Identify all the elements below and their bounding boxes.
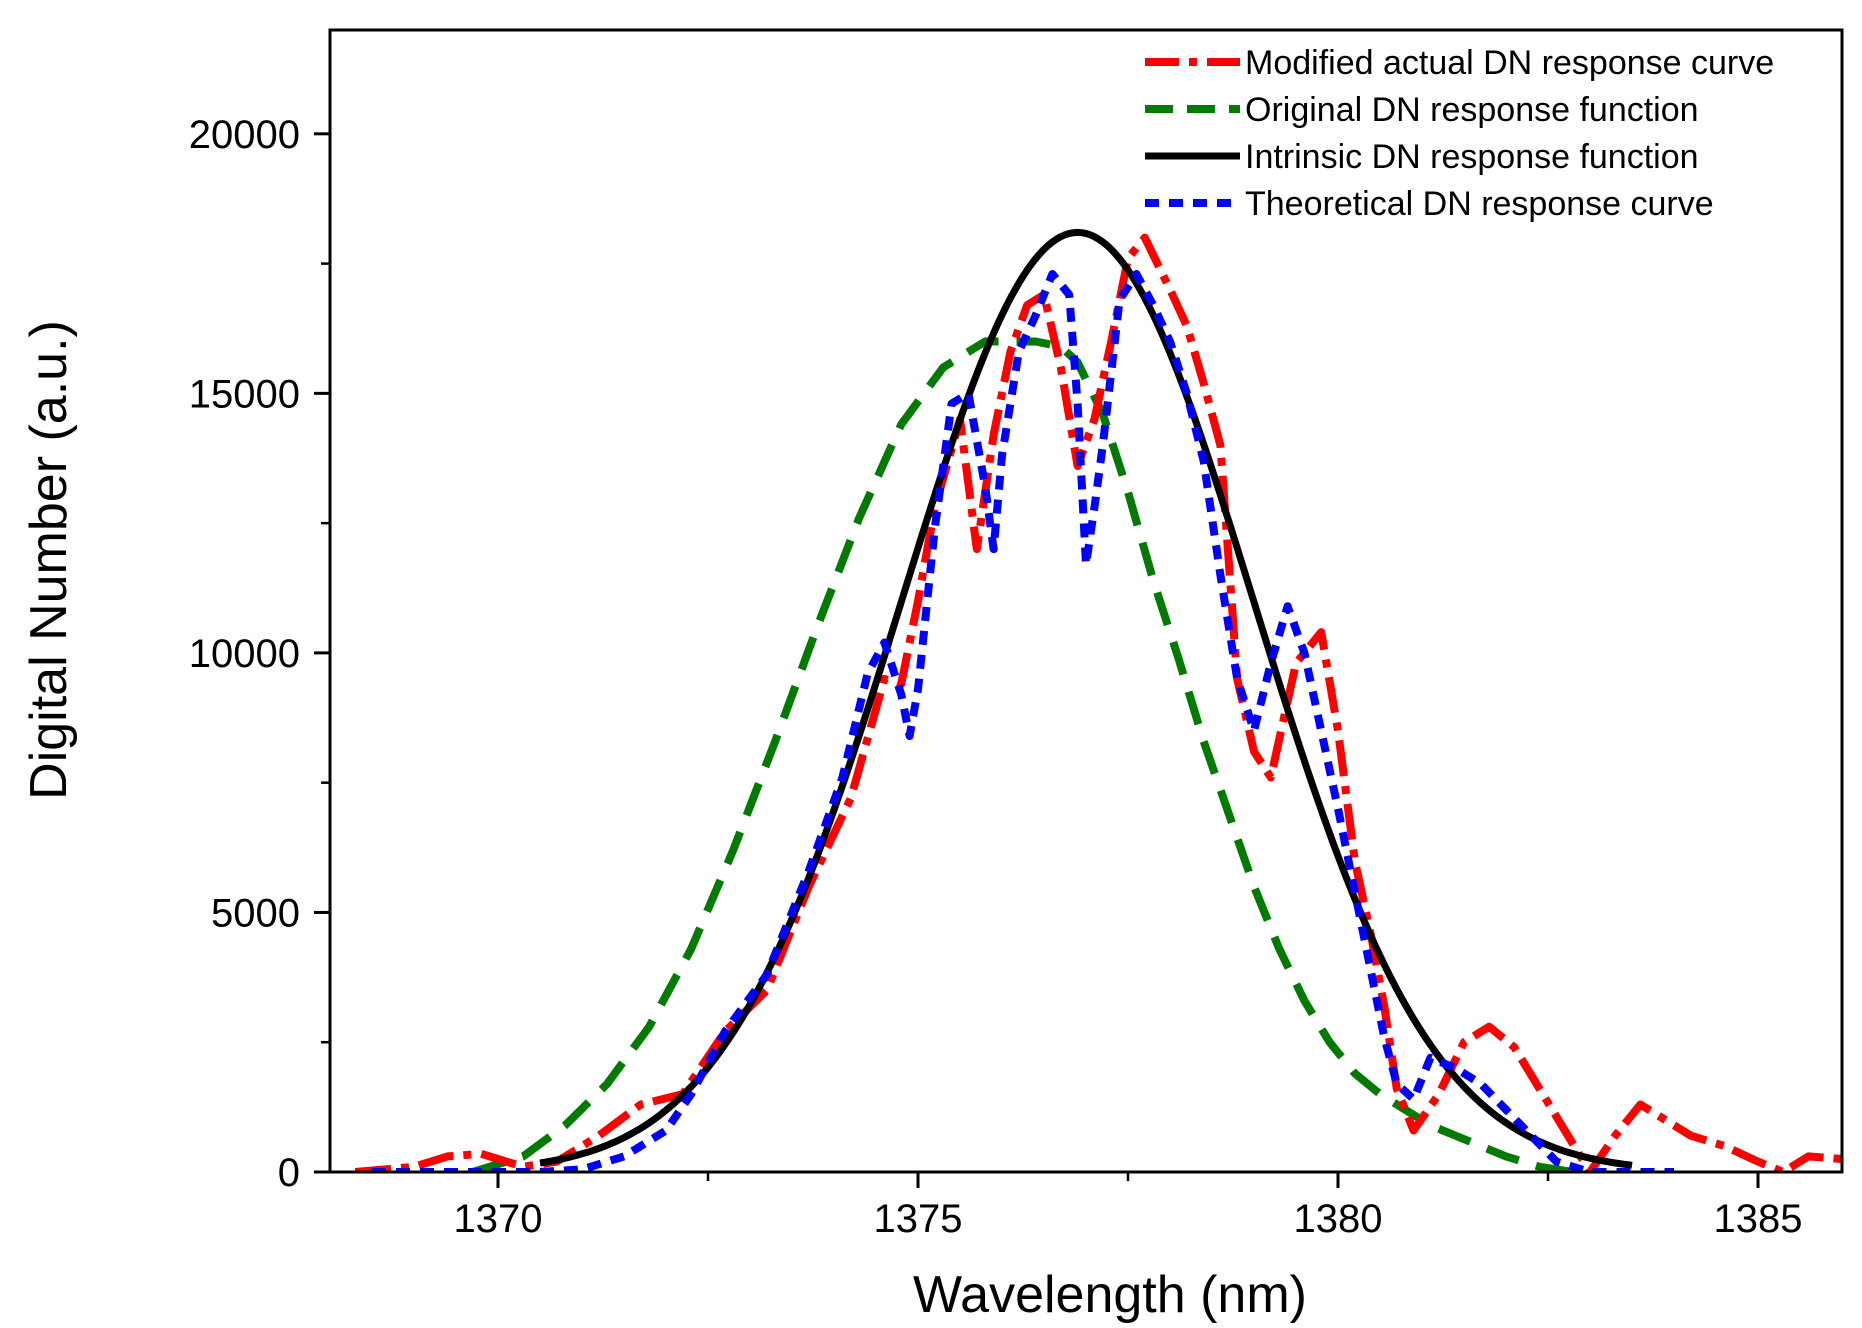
series-line-intrinsic-dn-response-function [539,228,1633,1169]
series-line-original-dn-response-function [471,337,1574,1172]
x-tick-label: 1375 [874,1197,963,1241]
x-axis-title: Wavelength (nm) [913,1266,1307,1324]
legend-label: Intrinsic DN response function [1245,138,1699,176]
y-tick-label: 10000 [189,632,300,676]
y-axis-title: Digital Number (a.u.) [20,320,78,800]
series-layer [354,228,1842,1172]
ticks-layer: 1370 1375 1380 1385 0 5000 10000 15000 20000 [189,113,1803,1241]
legend-label: Original DN response function [1245,91,1699,129]
series-line-modified-actual-dn-response-curve [354,233,1842,1172]
y-tick-label: 20000 [189,113,300,157]
x-tick-label: 1380 [1294,1197,1383,1241]
legend-label: Modified actual DN response curve [1245,44,1774,82]
y-tick-label: 15000 [189,372,300,416]
y-tick-label: 0 [278,1151,300,1195]
x-tick-label: 1370 [454,1197,543,1241]
plot-frame [328,28,1844,1174]
legend-label: Theoretical DN response curve [1245,185,1714,223]
legend: Modified actual DN response curve Origina… [1145,44,1774,223]
x-tick-label: 1385 [1714,1197,1803,1241]
y-tick-label: 5000 [211,891,300,935]
